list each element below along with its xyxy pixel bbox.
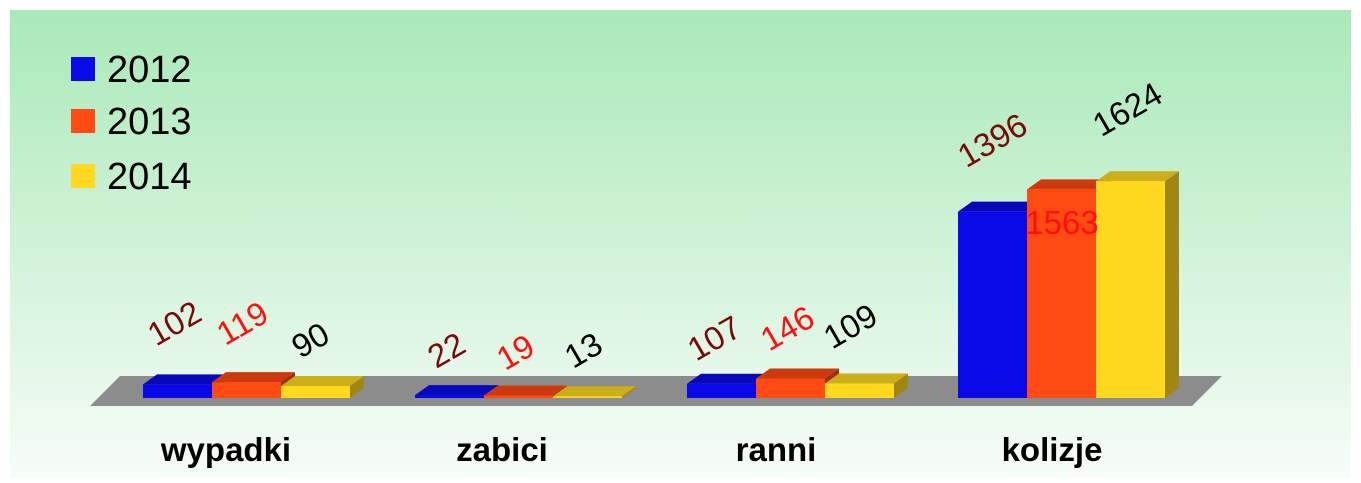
bar-ranni-2014 — [825, 373, 908, 398]
bar-top — [415, 385, 498, 396]
chart-floor — [90, 376, 1222, 406]
bar-top — [281, 375, 364, 386]
legend-label-2014: 2014 — [107, 156, 192, 198]
category-label-zabici: zabici — [456, 431, 548, 468]
bar-front — [756, 378, 825, 398]
legend-label-2013: 2013 — [107, 101, 192, 143]
category-axis: wypadki zabici ranni kolizje — [160, 431, 1103, 468]
bar-front — [687, 383, 756, 398]
bar-top — [958, 201, 1041, 212]
data-label-kolizje-2013: 1563 — [1025, 204, 1098, 241]
category-label-kolizje: kolizje — [1002, 431, 1103, 468]
bar-front — [1096, 181, 1165, 398]
legend-swatch-2014 — [71, 164, 95, 188]
legend: 2012 2013 2014 — [71, 49, 192, 198]
bar-kolizje-2014 — [1096, 171, 1179, 398]
bar-top — [756, 368, 839, 379]
bar-ranni-2013 — [756, 368, 839, 398]
legend-label-2012: 2012 — [107, 49, 192, 91]
legend-swatch-2012 — [71, 57, 95, 81]
bars-layer — [143, 171, 1179, 398]
bar-wypadki-2014 — [281, 375, 364, 398]
bar-top — [1027, 179, 1110, 190]
bar-front — [212, 382, 281, 398]
category-label-ranni: ranni — [736, 431, 817, 468]
category-label-wypadki: wypadki — [160, 431, 291, 468]
bar-ranni-2012 — [687, 373, 770, 398]
bar-front — [1027, 189, 1096, 398]
bar-side — [622, 386, 636, 398]
bar-top — [143, 374, 226, 385]
legend-item-2012[interactable]: 2012 — [71, 49, 192, 91]
bar-front — [825, 383, 894, 398]
bar-top — [687, 373, 770, 384]
bar-front — [958, 211, 1027, 398]
bar-side — [350, 375, 364, 398]
legend-item-2013[interactable]: 2013 — [71, 101, 192, 143]
bar-side — [1165, 171, 1179, 398]
bar-side — [894, 373, 908, 398]
bar-front — [553, 396, 622, 398]
bar-front — [484, 395, 553, 398]
legend-swatch-2013 — [71, 109, 95, 133]
bar-top — [212, 372, 295, 383]
bar-front — [281, 385, 350, 398]
bar-top — [553, 386, 636, 397]
bar-top — [484, 385, 567, 396]
bar-zabici-2014 — [553, 386, 636, 398]
legend-item-2014[interactable]: 2014 — [71, 156, 192, 198]
bar-front — [415, 395, 484, 398]
bar-top — [1096, 171, 1179, 182]
bar-front — [143, 384, 212, 398]
bar-top — [825, 373, 908, 384]
